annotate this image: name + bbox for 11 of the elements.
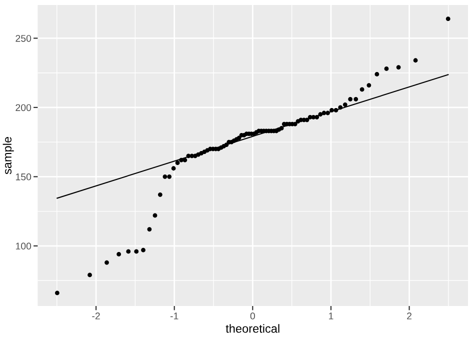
x-tick-label: 0	[250, 312, 255, 320]
x-tick-label: -1	[170, 312, 178, 320]
x-axis-title: theoretical	[226, 324, 280, 333]
y-tick-label: 150	[16, 173, 32, 180]
x-tick-label: 1	[329, 312, 334, 320]
x-tick-label: -2	[92, 312, 100, 320]
y-tick-label: 200	[16, 104, 32, 112]
y-tick-label: 100	[16, 242, 32, 250]
x-tick-label: 2	[407, 312, 412, 320]
y-axis-title: sample	[2, 136, 14, 174]
y-tick-label: 250	[16, 34, 32, 42]
